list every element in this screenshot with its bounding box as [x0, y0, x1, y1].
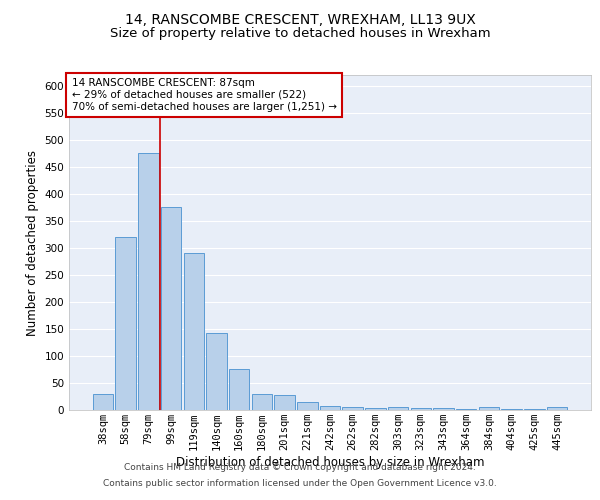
- Bar: [93, 394, 113, 410]
- Bar: [479, 408, 499, 410]
- Text: Size of property relative to detached houses in Wrexham: Size of property relative to detached ho…: [110, 28, 490, 40]
- Y-axis label: Number of detached properties: Number of detached properties: [26, 150, 39, 336]
- Bar: [184, 254, 204, 410]
- Bar: [115, 237, 136, 410]
- Bar: [456, 409, 476, 410]
- Bar: [229, 370, 250, 410]
- Bar: [274, 396, 295, 410]
- Bar: [138, 154, 158, 410]
- Bar: [297, 402, 317, 410]
- Text: Contains public sector information licensed under the Open Government Licence v3: Contains public sector information licen…: [103, 478, 497, 488]
- Bar: [365, 408, 386, 410]
- Bar: [161, 208, 181, 410]
- Bar: [410, 408, 431, 410]
- Bar: [547, 408, 567, 410]
- Bar: [320, 406, 340, 410]
- Text: 14 RANSCOMBE CRESCENT: 87sqm
← 29% of detached houses are smaller (522)
70% of s: 14 RANSCOMBE CRESCENT: 87sqm ← 29% of de…: [71, 78, 337, 112]
- Bar: [206, 332, 227, 410]
- Bar: [433, 408, 454, 410]
- X-axis label: Distribution of detached houses by size in Wrexham: Distribution of detached houses by size …: [176, 456, 484, 469]
- Text: 14, RANSCOMBE CRESCENT, WREXHAM, LL13 9UX: 14, RANSCOMBE CRESCENT, WREXHAM, LL13 9U…: [125, 12, 475, 26]
- Bar: [251, 394, 272, 410]
- Text: Contains HM Land Registry data © Crown copyright and database right 2024.: Contains HM Land Registry data © Crown c…: [124, 464, 476, 472]
- Bar: [502, 409, 522, 410]
- Bar: [343, 408, 363, 410]
- Bar: [388, 408, 409, 410]
